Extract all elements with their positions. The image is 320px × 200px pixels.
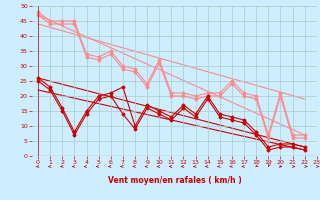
X-axis label: Vent moyen/en rafales ( km/h ): Vent moyen/en rafales ( km/h ) bbox=[108, 176, 241, 185]
